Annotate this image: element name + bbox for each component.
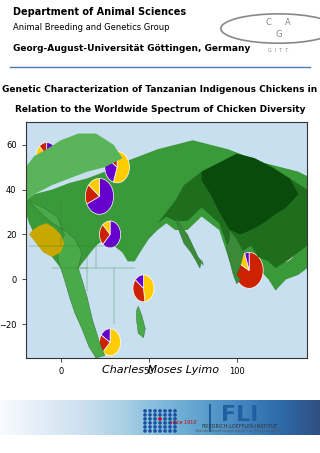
Circle shape bbox=[143, 429, 147, 433]
Wedge shape bbox=[235, 252, 263, 288]
Wedge shape bbox=[274, 235, 295, 261]
Circle shape bbox=[168, 413, 172, 417]
Circle shape bbox=[148, 413, 152, 417]
Circle shape bbox=[168, 425, 172, 429]
Circle shape bbox=[153, 409, 157, 413]
Circle shape bbox=[163, 425, 167, 429]
Polygon shape bbox=[202, 259, 204, 266]
Text: Relation to the Worldwide Spectrum of Chicken Diversity: Relation to the Worldwide Spectrum of Ch… bbox=[15, 105, 305, 114]
Wedge shape bbox=[233, 176, 256, 217]
Wedge shape bbox=[225, 177, 240, 214]
Text: Animal Breeding and Genetics Group: Animal Breeding and Genetics Group bbox=[13, 23, 169, 32]
Circle shape bbox=[163, 429, 167, 433]
Wedge shape bbox=[133, 280, 145, 302]
Circle shape bbox=[143, 425, 147, 429]
Wedge shape bbox=[36, 146, 47, 167]
Circle shape bbox=[158, 417, 162, 421]
Wedge shape bbox=[100, 335, 110, 352]
Text: Department of Animal Sciences: Department of Animal Sciences bbox=[13, 6, 186, 16]
Circle shape bbox=[173, 425, 177, 429]
Circle shape bbox=[153, 417, 157, 421]
Circle shape bbox=[163, 421, 167, 425]
Circle shape bbox=[143, 413, 147, 417]
Wedge shape bbox=[103, 221, 121, 248]
Circle shape bbox=[168, 429, 172, 433]
Circle shape bbox=[158, 421, 162, 425]
Polygon shape bbox=[26, 140, 307, 290]
Wedge shape bbox=[113, 151, 129, 183]
Circle shape bbox=[173, 429, 177, 433]
Circle shape bbox=[153, 425, 157, 429]
Text: since 1910: since 1910 bbox=[170, 420, 196, 425]
Circle shape bbox=[163, 417, 167, 421]
Wedge shape bbox=[143, 275, 154, 302]
Circle shape bbox=[173, 421, 177, 425]
Circle shape bbox=[163, 409, 167, 413]
Wedge shape bbox=[266, 228, 272, 241]
Wedge shape bbox=[279, 235, 284, 248]
Polygon shape bbox=[29, 201, 105, 358]
Wedge shape bbox=[103, 329, 121, 356]
Circle shape bbox=[158, 409, 162, 413]
Polygon shape bbox=[136, 306, 145, 337]
Wedge shape bbox=[41, 143, 57, 169]
Wedge shape bbox=[274, 236, 284, 248]
Wedge shape bbox=[107, 151, 117, 167]
Circle shape bbox=[153, 421, 157, 425]
Circle shape bbox=[173, 413, 177, 417]
Wedge shape bbox=[245, 252, 249, 270]
Wedge shape bbox=[135, 275, 143, 288]
Text: FRIEDRICH-LOEFFLER-INSTITUT: FRIEDRICH-LOEFFLER-INSTITUT bbox=[202, 424, 278, 429]
Wedge shape bbox=[236, 176, 240, 196]
Polygon shape bbox=[26, 134, 122, 201]
Text: FLI: FLI bbox=[221, 405, 259, 425]
Text: G  I  T  T: G I T T bbox=[268, 48, 289, 53]
Circle shape bbox=[148, 425, 152, 429]
Wedge shape bbox=[39, 143, 47, 156]
Wedge shape bbox=[101, 329, 110, 342]
Circle shape bbox=[168, 409, 172, 413]
Circle shape bbox=[158, 429, 162, 433]
Text: A: A bbox=[285, 18, 291, 27]
Wedge shape bbox=[87, 178, 114, 214]
Polygon shape bbox=[226, 230, 244, 284]
Circle shape bbox=[148, 421, 152, 425]
Polygon shape bbox=[202, 154, 298, 235]
Circle shape bbox=[168, 417, 172, 421]
Circle shape bbox=[158, 413, 162, 417]
Polygon shape bbox=[157, 154, 307, 268]
Polygon shape bbox=[29, 223, 64, 257]
Wedge shape bbox=[262, 228, 283, 255]
Wedge shape bbox=[105, 158, 117, 182]
Wedge shape bbox=[261, 230, 272, 244]
Text: G: G bbox=[275, 30, 282, 39]
Circle shape bbox=[168, 421, 172, 425]
Circle shape bbox=[158, 425, 162, 429]
Circle shape bbox=[173, 417, 177, 421]
Polygon shape bbox=[175, 217, 202, 268]
Text: Bundesforschungsinstitut fur Tiergesundheit: Bundesforschungsinstitut fur Tiergesundh… bbox=[196, 429, 284, 433]
Circle shape bbox=[163, 413, 167, 417]
Circle shape bbox=[143, 421, 147, 425]
Wedge shape bbox=[85, 185, 100, 204]
Text: C: C bbox=[266, 18, 272, 27]
Text: Charles Moses Lyimo: Charles Moses Lyimo bbox=[101, 365, 219, 376]
Circle shape bbox=[173, 409, 177, 413]
Text: Genetic Characterization of Tanzanian Indigenous Chickens in: Genetic Characterization of Tanzanian In… bbox=[2, 85, 318, 94]
Circle shape bbox=[148, 417, 152, 421]
Wedge shape bbox=[100, 225, 110, 244]
Circle shape bbox=[143, 409, 147, 413]
Circle shape bbox=[153, 429, 157, 433]
Circle shape bbox=[148, 429, 152, 433]
Circle shape bbox=[148, 409, 152, 413]
Wedge shape bbox=[89, 178, 100, 196]
Wedge shape bbox=[237, 253, 249, 270]
Circle shape bbox=[153, 413, 157, 417]
Wedge shape bbox=[103, 221, 110, 235]
Circle shape bbox=[143, 417, 147, 421]
Text: Georg-August-Universität Göttingen, Germany: Georg-August-Universität Göttingen, Germ… bbox=[13, 44, 250, 53]
